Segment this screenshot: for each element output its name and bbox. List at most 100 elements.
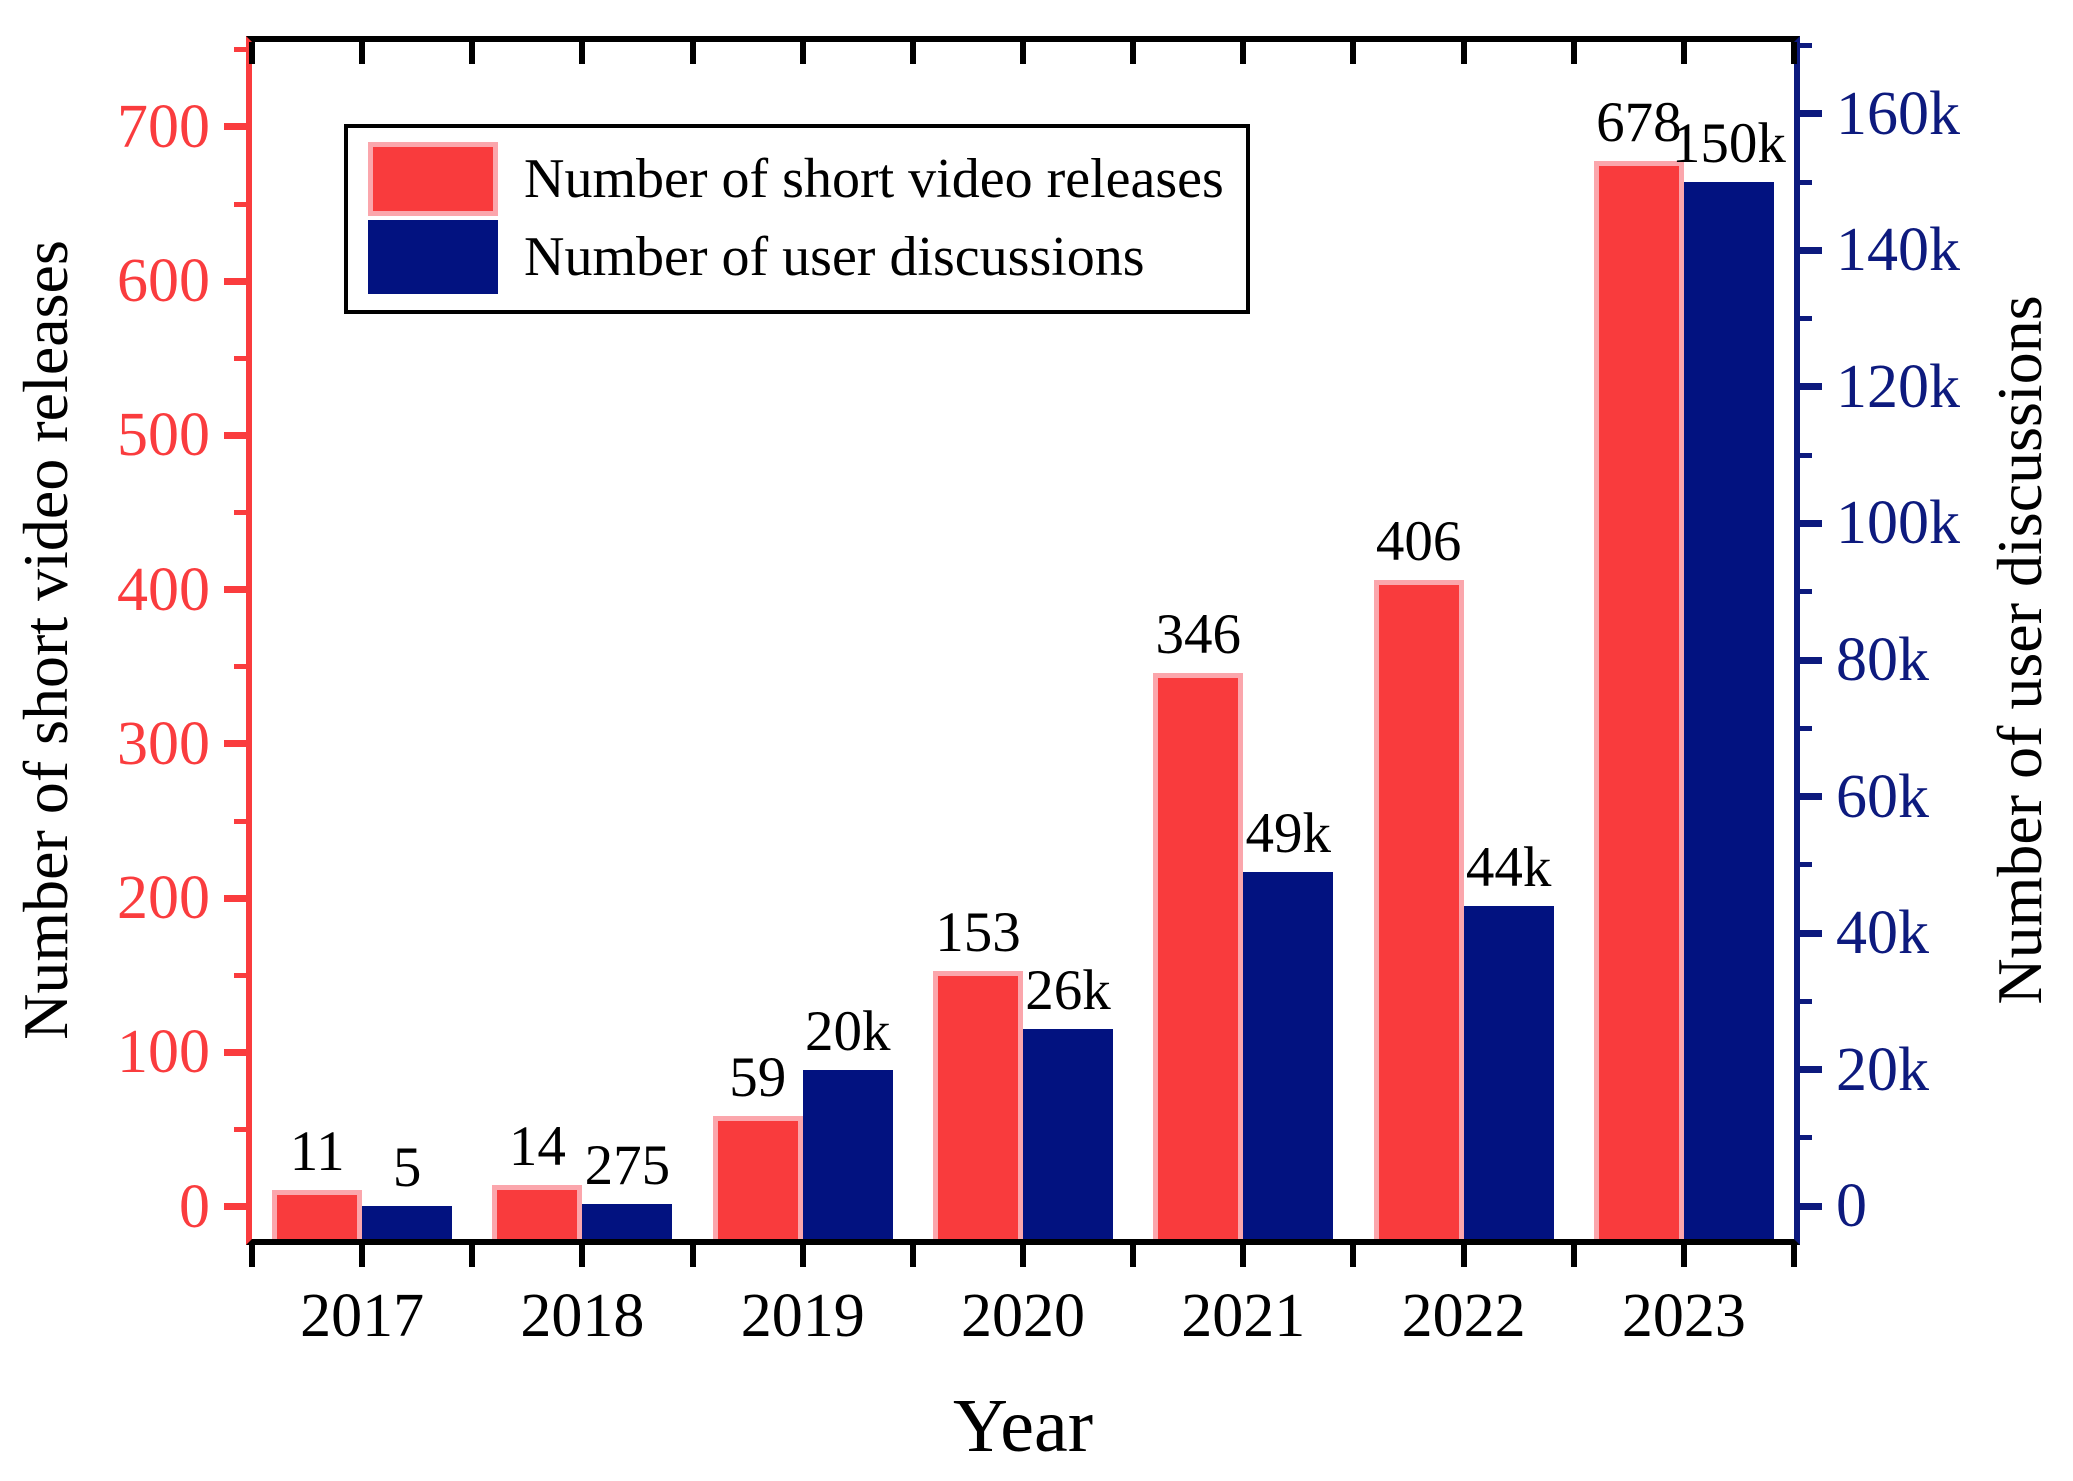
value-label-red-2023: 678 <box>1596 90 1682 154</box>
x-tick-bottom <box>249 1245 255 1267</box>
tick-labels-layer: 2017 2018 2019 2020 2021 2022 2023 0 100 200 300 40… <box>117 42 1960 1347</box>
left-minor-tick <box>234 818 246 824</box>
left-minor-tick <box>234 972 246 978</box>
x-tick-label-2022: 2022 <box>1401 1282 1526 1350</box>
left-minor-tick <box>234 47 246 53</box>
left-major-tick <box>224 123 246 131</box>
x-tick-bottom <box>1570 1245 1577 1267</box>
x-tick-bottom <box>1240 1245 1247 1267</box>
right-major-tick <box>1800 929 1822 937</box>
left-tick-label: 400 <box>117 555 210 624</box>
left-minor-tick <box>234 510 246 515</box>
x-tick-top <box>469 42 476 64</box>
value-label-red-2022: 406 <box>1375 510 1462 574</box>
right-tick-label: 100k <box>1836 489 1960 558</box>
right-major-tick <box>1800 793 1822 800</box>
x-tick-top <box>1130 42 1137 64</box>
left-tick-label: 600 <box>117 247 210 316</box>
x-tick-label-2021: 2021 <box>1181 1282 1306 1350</box>
x-tick-bottom <box>909 1245 916 1267</box>
x-tick-bottom <box>1350 1245 1357 1267</box>
right-axis-title: Number of user discussions <box>1984 295 2055 1005</box>
right-tick-label: 120k <box>1836 352 1960 421</box>
x-tick-bottom <box>1791 1245 1797 1267</box>
right-tick-label: 80k <box>1836 626 1929 694</box>
x-tick-label-2020: 2020 <box>961 1282 1085 1350</box>
x-tick-top <box>689 42 696 64</box>
right-major-tick <box>1800 110 1822 118</box>
bar-discussions-2017 <box>362 1206 453 1239</box>
legend-label-discussions: Number of user discussions <box>524 226 1145 288</box>
right-minor-tick <box>1800 725 1812 731</box>
right-major-tick <box>1800 383 1822 391</box>
x-tick-bottom <box>1020 1245 1026 1267</box>
bar-discussions-2022 <box>1463 905 1554 1239</box>
left-tick-label: 500 <box>117 401 210 470</box>
left-major-tick <box>224 894 246 902</box>
left-minor-tick <box>234 201 246 207</box>
plot-area: 11 5 14 275 59 20k 153 26k 346 49k 406 44k 678 150k 2… <box>117 36 1960 1347</box>
left-tick-label: 700 <box>117 92 210 161</box>
x-tick-top <box>249 42 255 64</box>
value-label-navy-2021: 49k <box>1245 801 1332 865</box>
left-major-tick <box>224 1203 246 1211</box>
x-tick-top <box>1020 42 1026 64</box>
value-label-red-2019: 59 <box>729 1045 787 1109</box>
right-minor-tick <box>1800 589 1812 595</box>
x-tick-bottom <box>579 1245 586 1267</box>
value-label-red-2018: 14 <box>508 1115 566 1178</box>
x-tick-top <box>1240 42 1247 64</box>
bar-releases-2020 <box>933 970 1023 1239</box>
right-tick-label: 20k <box>1836 1035 1929 1104</box>
right-major-tick <box>1800 1202 1822 1210</box>
bar-discussions-2018 <box>582 1204 673 1239</box>
bars-layer: 11 5 14 275 59 20k 153 26k 346 49k 406 44k 678 150k <box>252 42 1794 1239</box>
x-tick-bottom <box>689 1245 696 1267</box>
x-tick-bottom <box>359 1245 366 1267</box>
x-tick-top <box>1350 42 1357 64</box>
x-tick-top <box>1680 42 1687 64</box>
right-tick-label: 40k <box>1836 899 1929 968</box>
left-major-tick <box>224 740 246 748</box>
x-tick-top <box>1791 42 1797 64</box>
ticks-layer <box>224 42 1822 1267</box>
value-label-navy-2022: 44k <box>1465 835 1552 899</box>
right-major-tick <box>1800 656 1822 664</box>
right-minor-tick <box>1800 179 1812 185</box>
x-tick-top <box>579 42 586 64</box>
left-tick-label: 100 <box>117 1018 210 1087</box>
legend-label-releases: Number of short video releases <box>524 148 1224 210</box>
x-tick-bottom <box>1680 1245 1687 1267</box>
left-minor-tick <box>234 1127 246 1132</box>
right-tick-label: 140k <box>1836 216 1960 285</box>
right-major-tick <box>1800 1066 1822 1074</box>
bar-discussions-2023 <box>1683 182 1774 1239</box>
legend-swatch-red <box>368 142 498 216</box>
x-tick-label-2018: 2018 <box>520 1282 645 1350</box>
left-major-tick <box>224 277 246 285</box>
x-tick-top <box>359 42 366 64</box>
x-tick-label-2019: 2019 <box>740 1282 865 1350</box>
x-tick-top <box>1460 42 1467 64</box>
left-tick-label: 200 <box>117 864 210 933</box>
x-tick-bottom <box>469 1245 476 1267</box>
right-tick-label: 60k <box>1836 762 1929 831</box>
value-label-navy-2017: 5 <box>392 1136 422 1200</box>
left-tick-label: 0 <box>179 1172 210 1241</box>
value-label-navy-2023: 150k <box>1671 112 1786 175</box>
right-minor-tick <box>1800 1135 1812 1141</box>
left-major-tick <box>224 586 246 594</box>
right-minor-tick <box>1800 452 1812 458</box>
x-tick-bottom <box>799 1245 806 1267</box>
value-label-navy-2018: 275 <box>584 1134 671 1198</box>
left-major-tick <box>224 1048 246 1056</box>
right-major-tick <box>1800 519 1822 527</box>
value-label-red-2020: 153 <box>935 900 1021 964</box>
value-label-navy-2019: 20k <box>804 999 891 1063</box>
x-tick-bottom <box>1460 1245 1467 1267</box>
x-tick-top <box>799 42 806 64</box>
left-axis-title: Number of short video releases <box>10 240 81 1040</box>
value-label-red-2017: 11 <box>289 1119 345 1183</box>
left-minor-tick <box>234 355 246 361</box>
